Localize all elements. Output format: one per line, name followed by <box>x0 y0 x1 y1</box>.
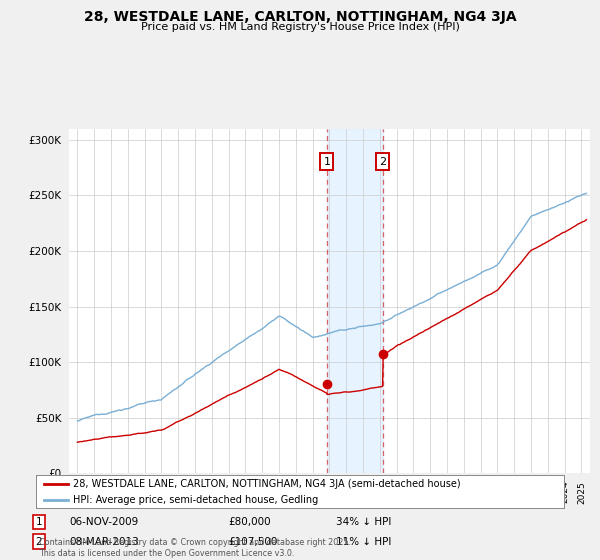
Text: 1: 1 <box>35 517 43 527</box>
Text: 34% ↓ HPI: 34% ↓ HPI <box>336 517 391 527</box>
Text: 28, WESTDALE LANE, CARLTON, NOTTINGHAM, NG4 3JA: 28, WESTDALE LANE, CARLTON, NOTTINGHAM, … <box>83 10 517 24</box>
Text: Price paid vs. HM Land Registry's House Price Index (HPI): Price paid vs. HM Land Registry's House … <box>140 22 460 32</box>
Text: 2: 2 <box>35 536 43 547</box>
Text: 2: 2 <box>379 156 386 166</box>
Text: £80,000: £80,000 <box>228 517 271 527</box>
Bar <box>327 129 383 473</box>
Text: 06-NOV-2009: 06-NOV-2009 <box>69 517 138 527</box>
Text: HPI: Average price, semi-detached house, Gedling: HPI: Average price, semi-detached house,… <box>73 495 318 505</box>
Text: 1: 1 <box>323 156 331 166</box>
Text: 08-MAR-2013: 08-MAR-2013 <box>69 536 139 547</box>
Text: 11% ↓ HPI: 11% ↓ HPI <box>336 536 391 547</box>
Text: 28, WESTDALE LANE, CARLTON, NOTTINGHAM, NG4 3JA (semi-detached house): 28, WESTDALE LANE, CARLTON, NOTTINGHAM, … <box>73 479 461 488</box>
Text: £107,500: £107,500 <box>228 536 277 547</box>
Text: Contains HM Land Registry data © Crown copyright and database right 2025.
This d: Contains HM Land Registry data © Crown c… <box>39 538 351 558</box>
